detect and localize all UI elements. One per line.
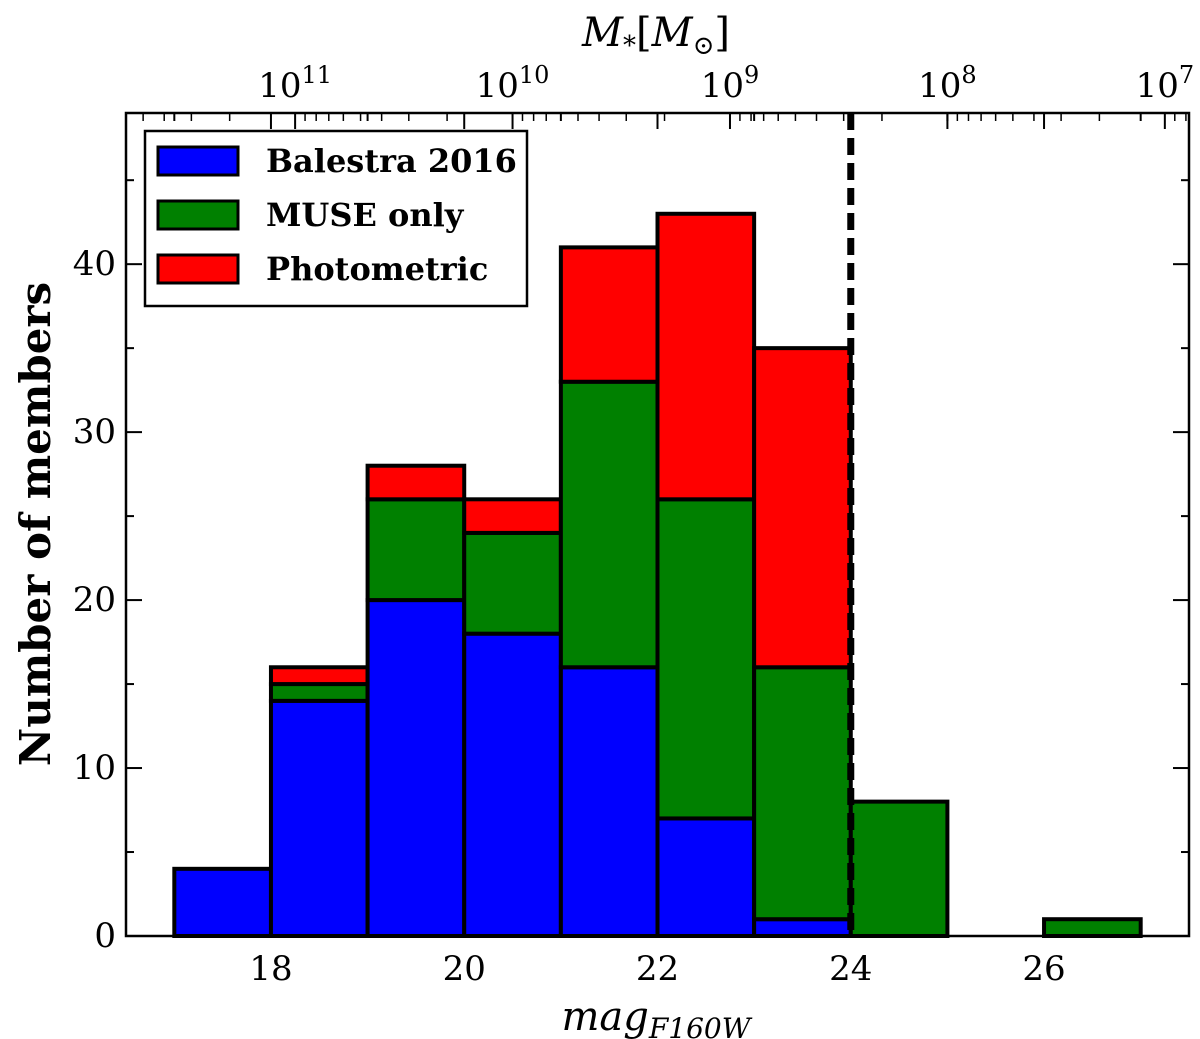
legend-label-balestra: Balestra 2016 <box>266 142 517 180</box>
bar-muse-only-bin-1 <box>268 682 370 703</box>
top-tick-label: 107 <box>1136 61 1195 106</box>
legend-swatch-muse <box>156 199 240 231</box>
top-axis-label: M*[M⊙] <box>581 10 730 61</box>
bar-muse-only-bin-6 <box>752 665 853 922</box>
y-axis-ticks: 0 10 20 30 40 <box>73 179 1189 956</box>
bar-balestra-2016-bin-3 <box>462 631 563 938</box>
x-axis-label-sub: F160W <box>648 1012 753 1039</box>
bar-muse-only-bin-7 <box>848 799 950 938</box>
legend-swatch-balestra <box>156 145 240 177</box>
bars-group <box>172 211 1143 939</box>
bar-muse-only-bin-9 <box>1042 917 1143 939</box>
top-axis-label-unit: M <box>651 10 694 56</box>
bar-muse-only-bin-2 <box>365 497 467 603</box>
bar-balestra-2016-bin-0 <box>172 866 273 939</box>
top-axis-label-main: M <box>581 10 624 56</box>
bar-photometric-bin-1 <box>268 665 370 687</box>
bar-photometric-bin-3 <box>462 497 563 535</box>
top-tick-label: 109 <box>701 61 760 106</box>
y-tick-label: 0 <box>94 916 116 956</box>
bar-balestra-2016-bin-5 <box>655 816 757 939</box>
y-tick-label: 10 <box>73 748 116 788</box>
bar-photometric-bin-6 <box>752 346 853 670</box>
top-tick-label: 108 <box>918 61 977 106</box>
top-tick-label: 1011 <box>258 61 332 106</box>
x-tick-label: 24 <box>829 949 872 989</box>
legend-swatch-photometric <box>156 253 240 285</box>
y-tick-label: 20 <box>73 580 116 620</box>
bar-balestra-2016-bin-4 <box>558 665 660 938</box>
legend: Balestra 2016 MUSE only Photometric <box>143 129 529 308</box>
bar-balestra-2016-bin-1 <box>268 698 370 938</box>
top-axis-label-close: ] <box>714 10 730 56</box>
bar-balestra-2016-bin-6 <box>752 917 853 939</box>
top-tick-label: 1010 <box>476 61 550 106</box>
y-axis-label: Number of members <box>11 282 60 766</box>
x-tick-label: 20 <box>443 949 486 989</box>
plot-frame <box>124 111 1191 938</box>
legend-label-muse: MUSE only <box>266 196 465 234</box>
bar-photometric-bin-4 <box>558 245 660 384</box>
bar-photometric-bin-2 <box>365 463 467 502</box>
x-axis-ticks: 18 20 22 24 26 <box>173 113 1142 989</box>
x-tick-label: 22 <box>636 949 679 989</box>
top-axis-label-open: [ <box>636 10 652 56</box>
bar-balestra-2016-bin-2 <box>365 598 467 938</box>
bar-photometric-bin-5 <box>655 211 757 502</box>
bar-muse-only-bin-5 <box>655 497 757 821</box>
top-axis-label-sub: * <box>623 31 636 61</box>
top-axis-label-unit-sub: ⊙ <box>693 31 715 61</box>
x-tick-label: 18 <box>249 949 292 989</box>
y-tick-label: 40 <box>73 244 116 284</box>
bar-muse-only-bin-4 <box>558 379 660 670</box>
y-tick-label: 30 <box>73 412 116 452</box>
legend-label-photometric: Photometric <box>266 250 488 288</box>
top-axis-ticks: 1011 1010 109 108 107 <box>142 61 1195 129</box>
x-tick-label: 26 <box>1022 949 1065 989</box>
bar-muse-only-bin-3 <box>462 530 563 636</box>
x-axis-label-main: mag <box>561 994 648 1039</box>
x-axis-label: magF160W <box>561 994 752 1039</box>
